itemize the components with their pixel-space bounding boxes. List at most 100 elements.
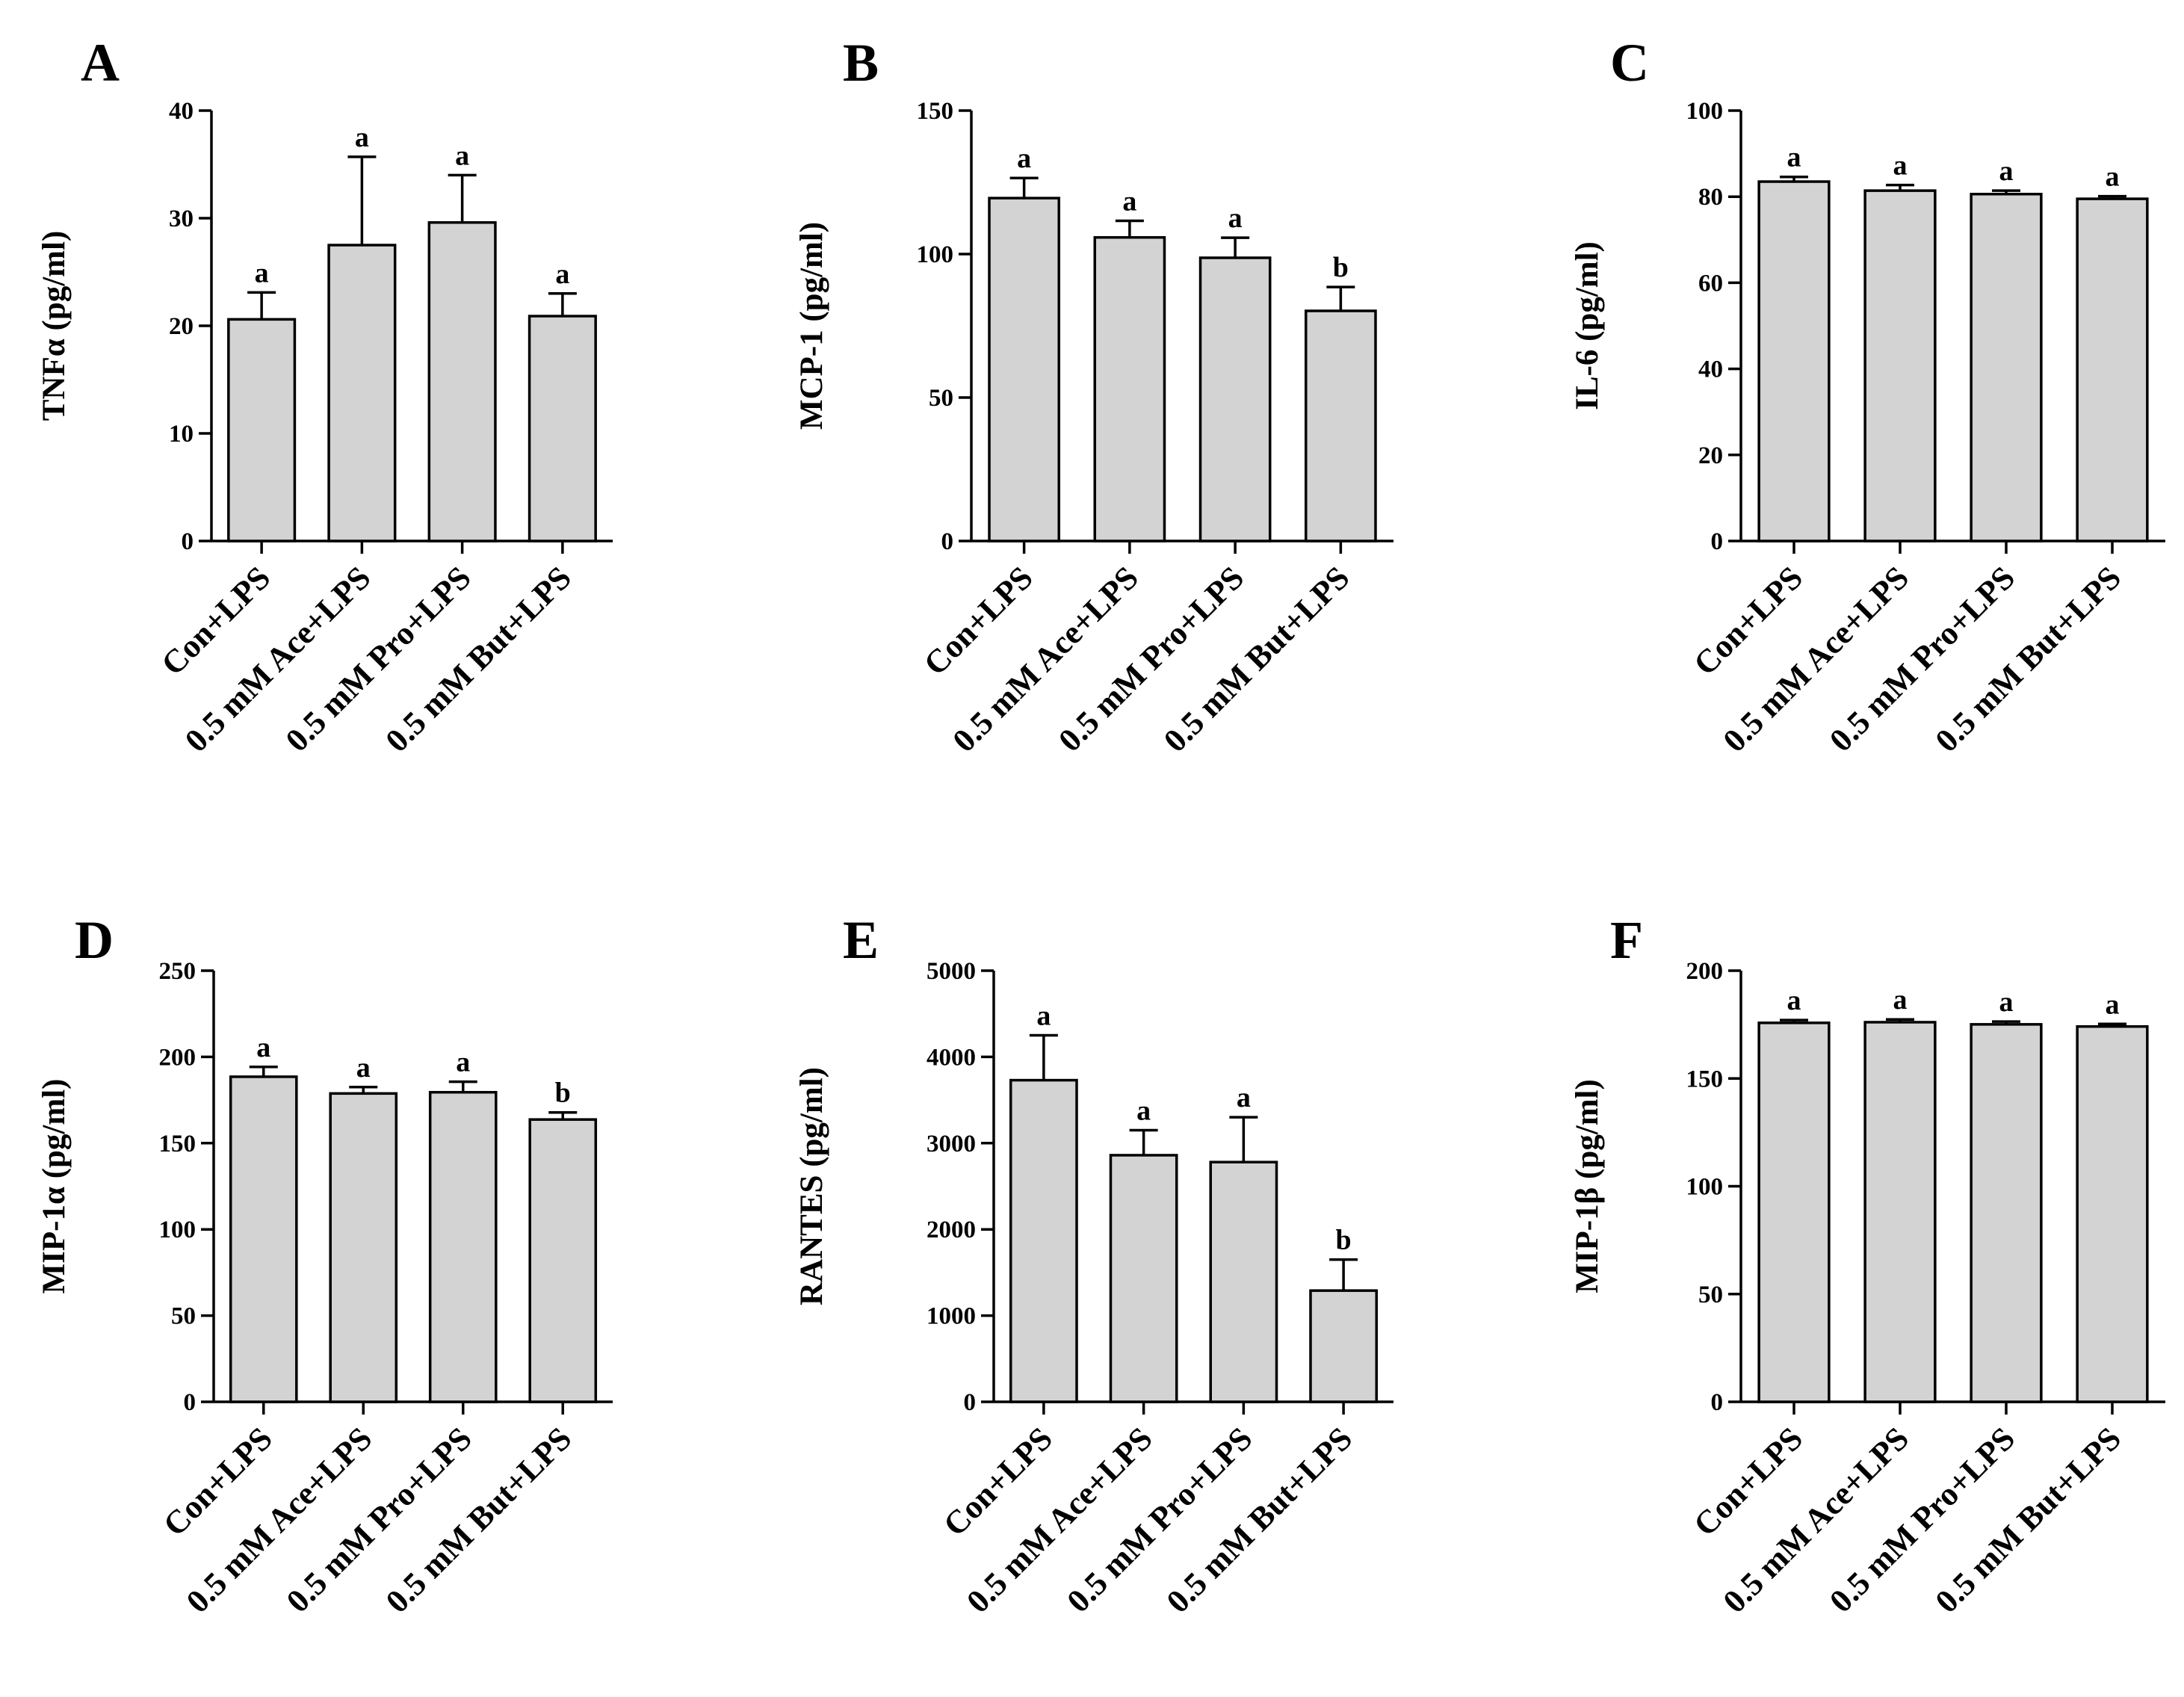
significance-label: a — [1999, 986, 2014, 1018]
significance-label: a — [1787, 142, 1801, 173]
x-tick-label: 0.5 mM Ace+LPS — [179, 1420, 380, 1620]
bar — [1009, 1078, 1078, 1403]
bar — [1209, 1160, 1278, 1403]
y-tick-label: 60 — [1698, 270, 1723, 297]
x-tick-label: 0.5 mM Pro+LPS — [1051, 559, 1251, 758]
x-tick-label: 0.5 mM Pro+LPS — [1822, 559, 2022, 758]
significance-label: a — [455, 140, 469, 171]
y-tick-label: 50 — [1698, 1282, 1723, 1308]
y-axis-title: RANTES (pg/ml) — [794, 1067, 829, 1305]
significance-label: a — [355, 122, 369, 153]
significance-label: a — [1036, 1001, 1051, 1032]
y-tick-label: 20 — [1698, 442, 1723, 469]
panel-letter: F — [1610, 910, 1643, 970]
bar — [1863, 1021, 1937, 1403]
significance-label: a — [1787, 985, 1801, 1016]
bar — [2076, 197, 2149, 543]
x-tick-label: 0.5 mM But+LPS — [379, 1420, 579, 1620]
x-tick-label: 0.5 mM But+LPS — [378, 559, 578, 759]
x-tick-label: 0.5 mM But+LPS — [1160, 1420, 1360, 1620]
significance-label: a — [1122, 185, 1136, 217]
x-tick-label: 0.5 mM Ace+LPS — [1716, 1420, 1917, 1620]
y-tick-label: 0 — [184, 1389, 197, 1416]
bar — [1309, 1289, 1379, 1403]
bar — [1757, 180, 1831, 543]
significance-label: a — [1893, 984, 1908, 1016]
y-axis-title: MCP-1 (pg/ml) — [794, 222, 829, 430]
panel-letter: E — [843, 910, 879, 970]
y-tick-label: 0 — [964, 1389, 977, 1416]
bar — [1198, 256, 1272, 543]
y-axis-title: TNFα (pg/ml) — [37, 231, 72, 421]
x-tick-label: 0.5 mM But+LPS — [1928, 1420, 2128, 1620]
y-tick-label: 150 — [1686, 1066, 1724, 1092]
significance-label: a — [456, 1047, 470, 1078]
x-tick-label: 0.5 mM Pro+LPS — [279, 559, 478, 758]
x-tick-label: 0.5 mM Pro+LPS — [1822, 1420, 2022, 1619]
y-tick-label: 1000 — [927, 1303, 976, 1330]
y-tick-label: 0 — [1711, 1389, 1724, 1416]
x-tick-label: 0.5 mM But+LPS — [1157, 559, 1357, 759]
x-tick-label: 0.5 mM Ace+LPS — [959, 1420, 1160, 1620]
y-axis-title: MIP-1β (pg/ml) — [1570, 1079, 1605, 1293]
bar — [1109, 1154, 1178, 1403]
bar — [1970, 192, 2043, 543]
significance-label: a — [555, 259, 569, 290]
significance-label: a — [255, 257, 269, 288]
y-tick-label: 80 — [1698, 184, 1723, 211]
significance-label: a — [1228, 203, 1243, 234]
significance-label: a — [356, 1052, 371, 1084]
y-tick-label: 100 — [917, 241, 954, 268]
y-tick-label: 4000 — [927, 1044, 976, 1071]
significance-label: a — [2106, 989, 2120, 1020]
y-tick-label: 100 — [1686, 98, 1724, 125]
significance-label: a — [1893, 150, 1908, 182]
panel-letter: A — [81, 33, 120, 93]
bar — [1757, 1021, 1831, 1403]
x-tick-label: 0.5 mM Pro+LPS — [1059, 1420, 1259, 1619]
y-tick-label: 2000 — [927, 1217, 976, 1243]
y-tick-label: 40 — [1698, 356, 1723, 383]
significance-label: b — [1333, 252, 1349, 283]
bar — [988, 197, 1060, 543]
bar — [1863, 189, 1937, 543]
significance-label: a — [2106, 161, 2120, 193]
y-tick-label: 3000 — [927, 1131, 976, 1157]
significance-label: a — [1237, 1082, 1251, 1113]
bar — [528, 1118, 598, 1403]
y-tick-label: 200 — [159, 1044, 197, 1071]
bar — [327, 244, 397, 543]
bar — [329, 1092, 398, 1403]
significance-label: a — [1017, 143, 1031, 174]
y-tick-label: 100 — [159, 1217, 197, 1243]
y-tick-label: 50 — [929, 385, 953, 412]
x-tick-label: 0.5 mM Ace+LPS — [945, 559, 1145, 759]
y-tick-label: 50 — [171, 1303, 196, 1330]
x-tick-label: 0.5 mM Ace+LPS — [178, 559, 378, 759]
x-tick-label: 0.5 mM Pro+LPS — [279, 1420, 479, 1619]
significance-label: b — [555, 1078, 571, 1109]
y-axis-title: IL-6 (pg/ml) — [1570, 241, 1605, 410]
significance-label: a — [1136, 1095, 1151, 1126]
y-tick-label: 0 — [1711, 528, 1724, 555]
bar — [229, 1075, 298, 1403]
y-tick-label: 20 — [169, 313, 194, 340]
y-tick-label: 200 — [1686, 958, 1724, 985]
x-tick-label: 0.5 mM Ace+LPS — [1716, 559, 1917, 759]
bar — [227, 318, 297, 543]
y-tick-label: 30 — [169, 205, 194, 232]
bar — [1093, 235, 1166, 543]
y-tick-label: 0 — [182, 528, 194, 555]
panel-letter: B — [843, 33, 879, 93]
bar — [1970, 1023, 2043, 1403]
panel-letter: C — [1610, 33, 1649, 93]
significance-label: a — [256, 1032, 270, 1063]
significance-label: a — [1999, 155, 2014, 187]
y-tick-label: 5000 — [927, 958, 976, 985]
y-tick-label: 40 — [169, 98, 194, 125]
